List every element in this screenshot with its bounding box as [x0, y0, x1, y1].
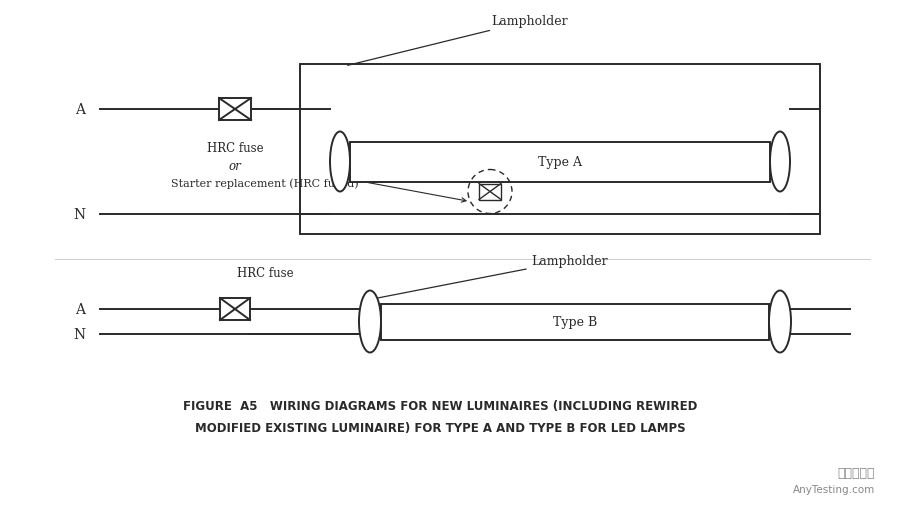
Text: Starter replacement (HRC fused): Starter replacement (HRC fused)	[171, 178, 359, 188]
Text: 嘉峨检测网: 嘉峨检测网	[838, 466, 875, 479]
Text: HRC fuse: HRC fuse	[207, 142, 264, 155]
Text: FIGURE  A5   WIRING DIAGRAMS FOR NEW LUMINAIRES (INCLUDING REWIRED: FIGURE A5 WIRING DIAGRAMS FOR NEW LUMINA…	[183, 399, 698, 412]
Bar	[479, 184, 501, 200]
Text: MODIFIED EXISTING LUMINAIRE) FOR TYPE A AND TYPE B FOR LED LAMPS: MODIFIED EXISTING LUMINAIRE) FOR TYPE A …	[194, 421, 685, 434]
Text: or: or	[229, 160, 241, 173]
Text: A: A	[75, 103, 85, 117]
Bar	[220, 298, 250, 320]
Ellipse shape	[359, 291, 381, 353]
Ellipse shape	[770, 132, 790, 192]
Bar	[219, 99, 251, 121]
Bar	[350, 142, 770, 182]
Text: Lampholder: Lampholder	[347, 15, 568, 66]
Text: Type A: Type A	[538, 156, 582, 168]
Text: Type B: Type B	[553, 316, 597, 328]
Text: Lampholder: Lampholder	[378, 254, 608, 298]
Text: N: N	[73, 208, 85, 221]
Text: A: A	[75, 302, 85, 317]
Bar	[381, 304, 769, 340]
Text: HRC fuse: HRC fuse	[237, 267, 293, 279]
Ellipse shape	[769, 291, 791, 353]
Ellipse shape	[330, 132, 350, 192]
Text: N: N	[73, 327, 85, 342]
Text: AnyTesting.com: AnyTesting.com	[793, 484, 875, 494]
Bar	[300, 65, 820, 235]
